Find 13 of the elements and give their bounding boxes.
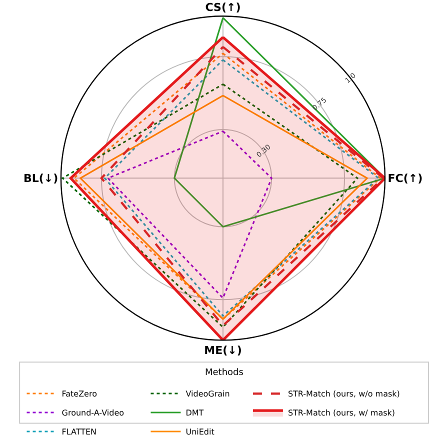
- legend-label: DMT: [186, 408, 204, 418]
- spoke-label: FC(↑): [388, 172, 423, 186]
- legend-label: UniEdit: [186, 428, 214, 437]
- legend-label: Ground-A-Video: [62, 408, 124, 418]
- spoke-label: ME(↓): [204, 344, 242, 357]
- legend-title: Methods: [205, 368, 244, 378]
- spoke-label: BL(↓): [24, 172, 58, 186]
- legend-label: VideoGrain: [186, 390, 230, 399]
- legend-label: FateZero: [62, 390, 98, 399]
- legend-label: STR-Match (ours, w/o mask): [288, 390, 400, 399]
- spoke-label: CS(↑): [205, 1, 241, 14]
- legend-label: STR-Match (ours, w/ mask): [288, 408, 396, 418]
- legend-label: FLATTEN: [62, 428, 97, 437]
